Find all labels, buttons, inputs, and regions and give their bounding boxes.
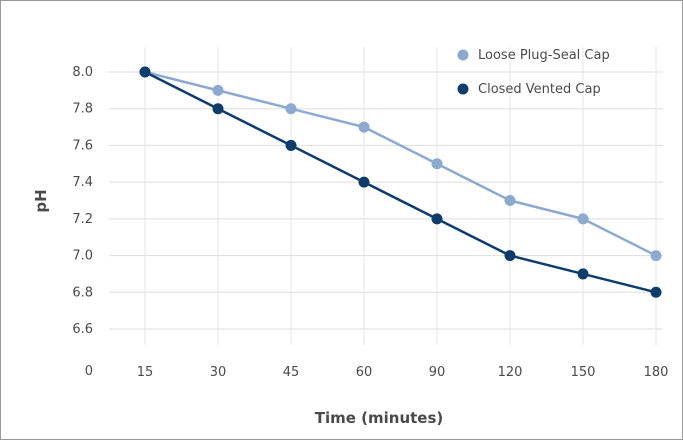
data-point (285, 139, 297, 151)
x-axis-title: Time (minutes) (315, 409, 444, 427)
y-tick-label: 8.0 (72, 65, 93, 80)
data-point (431, 213, 443, 225)
data-point (650, 250, 662, 262)
y-axis-title: pH (32, 189, 50, 212)
series-line (144, 70, 657, 294)
legend: Loose Plug-Seal Cap Closed Vented Cap (457, 48, 610, 97)
data-point (431, 158, 443, 170)
x-tick-label: 30 (210, 365, 227, 380)
series-lines (144, 70, 657, 294)
data-point (577, 213, 589, 225)
legend-label: Loose Plug-Seal Cap (478, 48, 610, 63)
y-tick-label: 7.4 (72, 175, 93, 190)
data-point (650, 286, 662, 298)
x-tick-label: 15 (137, 365, 154, 380)
y-tick-label: 7.0 (72, 249, 93, 264)
x-tick-label: 120 (498, 365, 523, 380)
y-tick-label: 6.6 (72, 322, 93, 337)
data-point (358, 121, 370, 133)
data-point (358, 176, 370, 188)
x-tick-label: 180 (644, 365, 669, 380)
data-point (577, 268, 589, 280)
y-tick-label: 7.6 (72, 138, 93, 153)
legend-marker (457, 49, 469, 61)
x-tick-label: 90 (429, 365, 446, 380)
axes: 0 6.6 6.8 7.0 7.2 7.4 7.6 7.8 8.0 15 30 45 60 90 120 15… (72, 65, 668, 380)
y-tick-label: 7.8 (72, 102, 93, 117)
data-point (139, 66, 151, 78)
data-point (212, 84, 224, 96)
y-tick-label: 6.8 (72, 285, 93, 300)
y-tick-label: 0 (85, 364, 93, 379)
data-points (139, 66, 662, 298)
data-point (212, 103, 224, 115)
series-line (144, 70, 657, 257)
x-tick-label: 60 (356, 365, 373, 380)
data-point (285, 103, 297, 115)
x-tick-label: 45 (283, 365, 300, 380)
y-tick-label: 7.2 (72, 212, 93, 227)
data-point (504, 195, 516, 206)
data-point (504, 250, 516, 262)
legend-label: Closed Vented Cap (478, 82, 601, 97)
legend-marker (457, 83, 469, 95)
x-tick-label: 150 (571, 365, 596, 380)
